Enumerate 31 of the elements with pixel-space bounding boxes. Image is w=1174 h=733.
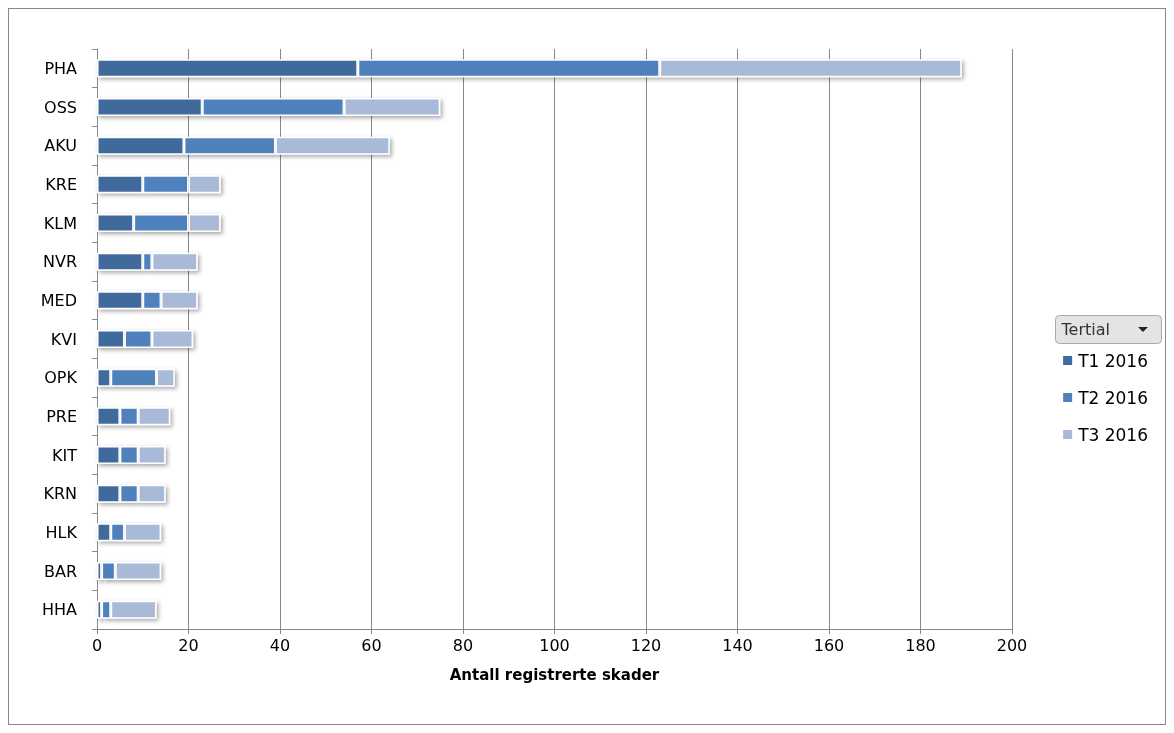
y-tick-label: KRE — [45, 174, 77, 194]
y-tick-label: HLK — [45, 522, 78, 542]
y-tick-label: KVI — [50, 329, 77, 349]
y-tick-label: HHA — [41, 600, 78, 620]
x-tick-label: 80 — [452, 635, 474, 655]
x-tick-label: 20 — [178, 635, 199, 655]
y-tick-label: NVR — [42, 252, 77, 272]
y-tick-label: KIT — [52, 445, 78, 465]
legend-title: Tertial — [1060, 320, 1110, 339]
y-tick-label: KRN — [43, 484, 77, 504]
y-tick-label: KLM — [43, 213, 77, 233]
legend-label: T2 2016 — [1077, 387, 1149, 408]
y-tick-label: BAR — [43, 561, 77, 581]
legend-label: T3 2016 — [1077, 424, 1149, 445]
x-tick-label: 120 — [630, 635, 662, 655]
x-tick-label: 180 — [905, 635, 936, 655]
x-tick-label: 60 — [361, 635, 382, 655]
x-tick-label: 160 — [813, 635, 845, 655]
x-tick-label: 0 — [91, 635, 103, 655]
x-axis-title: Antall registrerte skader — [449, 665, 660, 684]
y-tick-label: OPK — [44, 368, 78, 388]
y-tick-label: OSS — [44, 97, 77, 117]
x-tick-label: 140 — [722, 635, 753, 655]
y-tick-label: AKU — [44, 136, 77, 156]
x-tick-label: 100 — [539, 635, 570, 655]
y-tick-label: MED — [40, 290, 77, 310]
y-tick-label: PRE — [46, 406, 77, 426]
x-tick-label: 40 — [269, 635, 291, 655]
y-tick-label: PHA — [44, 58, 78, 78]
x-tick-label: 200 — [996, 635, 1028, 655]
legend-label: T1 2016 — [1077, 350, 1149, 371]
